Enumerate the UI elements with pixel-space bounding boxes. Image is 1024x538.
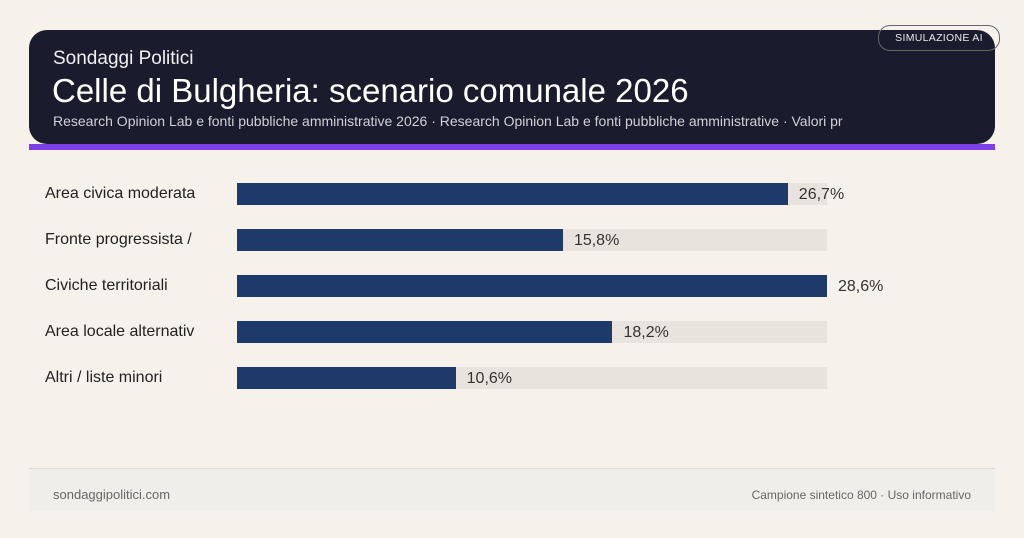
bar (237, 275, 827, 297)
bar-track (237, 367, 827, 389)
bar-track (237, 275, 827, 297)
category-label: Altri / liste minori (45, 369, 163, 386)
chart-subtitle: Research Opinion Lab e fonti pubbliche a… (53, 113, 843, 129)
category-label: Fronte progressista / (45, 231, 192, 248)
bar (237, 321, 613, 343)
bar-track (237, 229, 827, 251)
bar (237, 367, 456, 389)
bar (237, 229, 563, 251)
chart-title: Celle di Bulgheria: scenario comunale 20… (52, 72, 689, 109)
bar-row: Area civica moderata 26,7% (0, 183, 1024, 205)
accent-divider (29, 144, 995, 150)
brand-name: Sondaggi Politici (53, 48, 194, 69)
bar-row: Civiche territoriali 28,6% (0, 275, 1024, 297)
bar-track (237, 321, 827, 343)
footer-site: sondaggipolitici.com (53, 487, 171, 502)
category-label: Area locale alternativ (45, 323, 195, 340)
bar-track (237, 183, 827, 205)
bar-row: Area locale alternativ 18,2% (0, 321, 1024, 343)
value-label: 26,7% (798, 186, 845, 203)
bar-row: Altri / liste minori 10,6% (0, 367, 1024, 389)
bar-row: Fronte progressista / 15,8% (0, 229, 1024, 251)
category-label: Area civica moderata (45, 185, 196, 202)
footer: sondaggipolitici.com Campione sintetico … (29, 468, 995, 511)
value-label: 15,8% (573, 232, 620, 249)
bar (237, 183, 788, 205)
header-banner: Sondaggi Politici Celle di Bulgheria: sc… (29, 30, 995, 144)
value-label: 18,2% (623, 324, 669, 341)
footer-note: Campione sintetico 800 · Uso informativo (751, 488, 971, 502)
category-label: Civiche territoriali (45, 277, 168, 294)
value-label: 28,6% (838, 278, 884, 295)
simulation-badge: SIMULAZIONE AI (878, 25, 1000, 51)
value-label: 10,6% (466, 370, 513, 387)
